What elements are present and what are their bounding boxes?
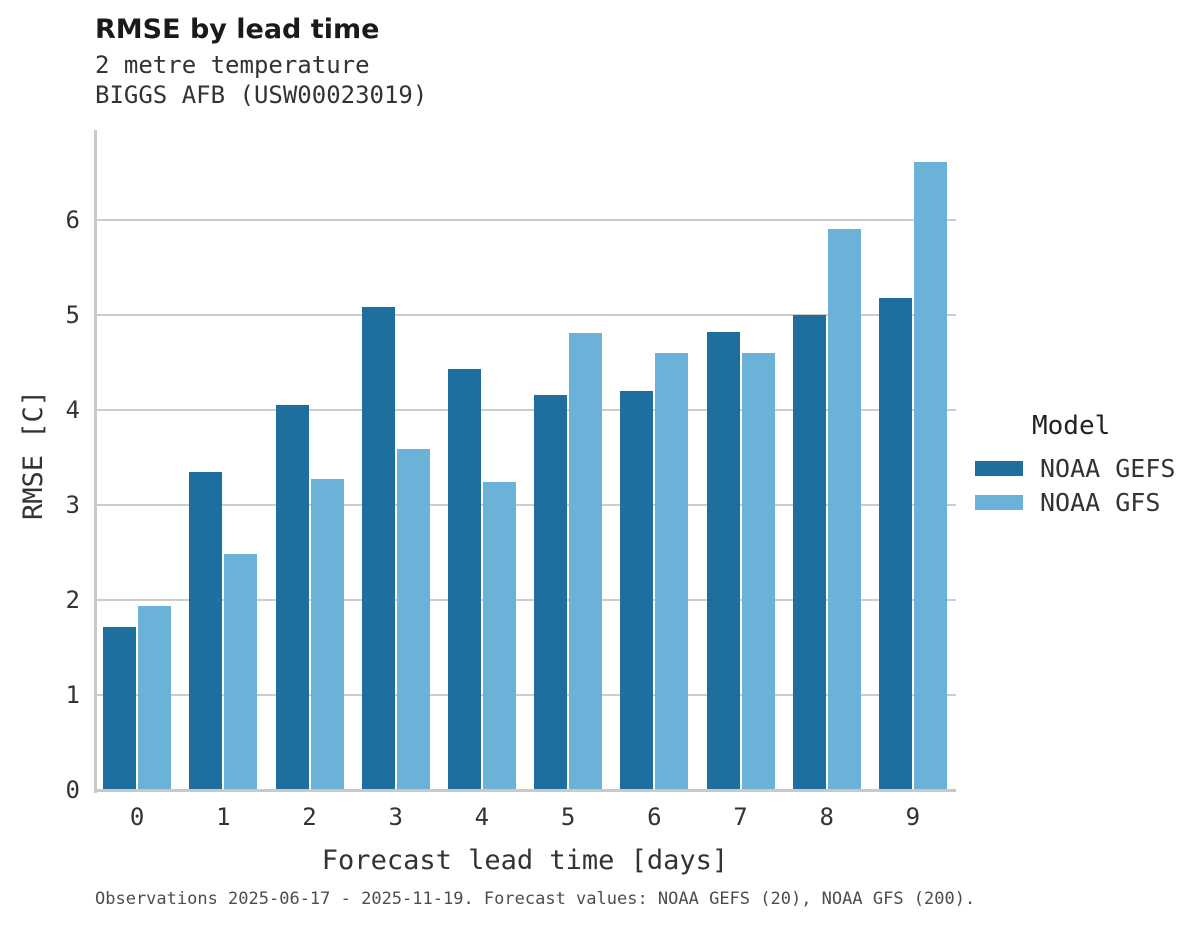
x-tick-label-1: 1 <box>216 803 231 831</box>
x-tick-label-7: 7 <box>733 803 748 831</box>
bar-noaa-gfs-lead-6 <box>655 353 689 790</box>
gridline-y-1 <box>97 694 956 697</box>
y-tick-label-2: 2 <box>65 586 80 615</box>
y-tick-label-4: 4 <box>65 396 80 425</box>
gfs-color-swatch-icon <box>975 494 1023 510</box>
plot-area: 0 1 2 3 4 5 6 0 1 2 3 4 5 6 7 8 9 <box>66 130 956 831</box>
legend-title: Model <box>1032 411 1111 441</box>
bar-noaa-gefs-lead-7 <box>706 332 740 790</box>
bar-noaa-gfs-lead-5 <box>569 333 603 790</box>
bar-noaa-gefs-lead-0 <box>103 626 137 790</box>
bar-noaa-gefs-lead-9 <box>878 298 912 790</box>
bar-noaa-gfs-lead-2 <box>310 479 344 790</box>
chart-subtitle-station: BIGGS AFB (USW00023019) <box>95 81 428 109</box>
y-tick-label-0: 0 <box>65 776 80 804</box>
gridline-y-3 <box>97 504 956 507</box>
legend-item-gefs: NOAA GEFS <box>975 451 1190 485</box>
bar-noaa-gefs-lead-4 <box>447 369 481 790</box>
gridline-y-5 <box>97 314 956 317</box>
x-axis-label: Forecast lead time [days] <box>321 845 729 876</box>
bar-noaa-gfs-lead-1 <box>224 553 258 790</box>
y-tick-label-6: 6 <box>65 206 80 235</box>
x-tick-label-2: 2 <box>302 803 317 831</box>
chart-subtitle-variable: 2 metre temperature <box>95 51 370 79</box>
bar-noaa-gfs-lead-7 <box>741 353 775 790</box>
bar-noaa-gfs-lead-8 <box>827 228 861 790</box>
bar-noaa-gfs-lead-0 <box>138 605 172 790</box>
legend-label-gfs: NOAA GFS <box>1040 487 1161 517</box>
gridline-y-6 <box>97 219 956 222</box>
bar-noaa-gefs-lead-5 <box>534 394 568 790</box>
x-axis-spine <box>94 789 956 792</box>
y-tick-label-3: 3 <box>65 491 80 520</box>
chart-caption: Observations 2025-06-17 - 2025-11-19. Fo… <box>95 889 976 909</box>
gefs-color-swatch-icon <box>975 460 1023 476</box>
y-axis-label: RMSE [C] <box>18 389 49 521</box>
bar-noaa-gefs-lead-2 <box>275 405 309 790</box>
legend: Model NOAA GEFS NOAA GFS <box>975 411 1190 519</box>
x-tick-label-0: 0 <box>129 803 145 831</box>
bar-noaa-gfs-lead-4 <box>482 482 516 790</box>
chart-title: RMSE by lead time <box>95 14 380 45</box>
bar-noaa-gefs-lead-6 <box>620 391 654 790</box>
x-tick-label-6: 6 <box>647 803 662 831</box>
x-tick-label-5: 5 <box>560 803 576 831</box>
x-tick-label-4: 4 <box>474 803 490 831</box>
bar-noaa-gfs-lead-3 <box>396 449 430 790</box>
y-tick-label-1: 1 <box>65 681 80 710</box>
y-tick-label-5: 5 <box>65 301 80 330</box>
bar-noaa-gefs-lead-3 <box>361 306 395 790</box>
gridline-y-4 <box>97 409 956 412</box>
x-tick-label-8: 8 <box>819 803 834 831</box>
gridline-y-2 <box>97 599 956 602</box>
legend-item-gfs: NOAA GFS <box>975 485 1190 519</box>
bar-noaa-gfs-lead-9 <box>913 162 947 790</box>
y-axis-spine <box>94 130 97 793</box>
bar-noaa-gefs-lead-8 <box>792 315 826 790</box>
x-tick-label-3: 3 <box>388 803 403 831</box>
x-tick-label-9: 9 <box>905 803 921 831</box>
bar-noaa-gefs-lead-1 <box>189 471 223 790</box>
legend-label-gefs: NOAA GEFS <box>1040 453 1176 483</box>
